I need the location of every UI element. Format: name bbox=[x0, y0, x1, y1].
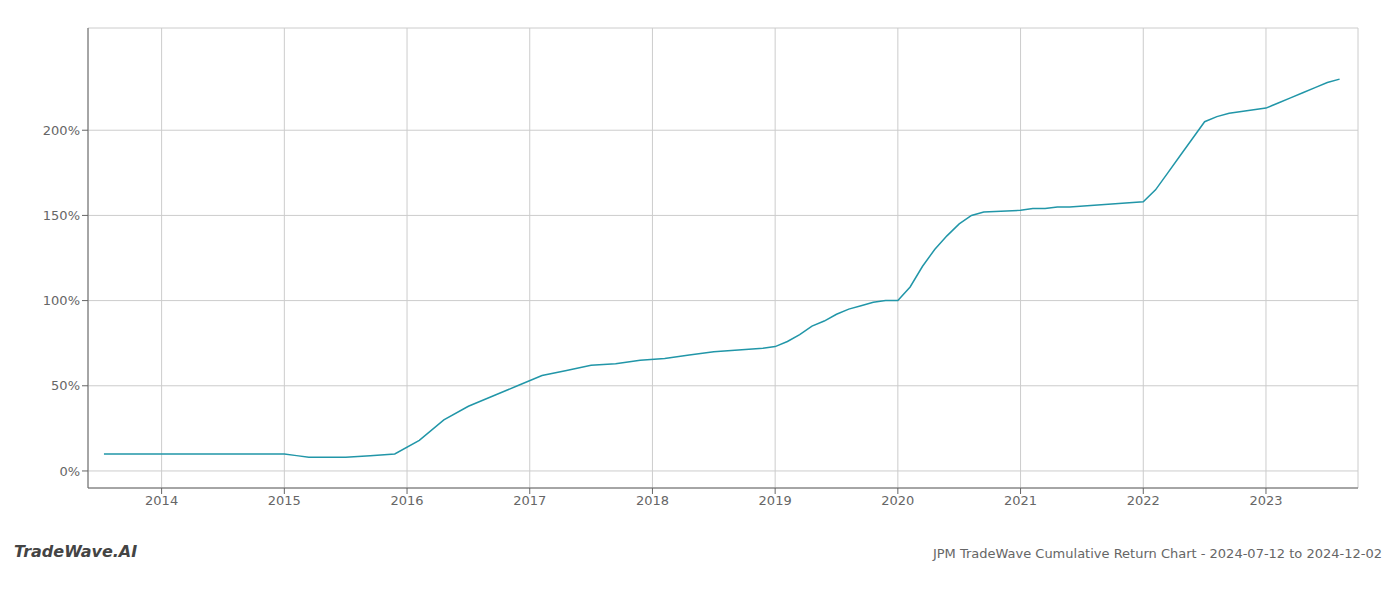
svg-text:2022: 2022 bbox=[1127, 493, 1160, 508]
svg-text:2016: 2016 bbox=[390, 493, 423, 508]
svg-text:2018: 2018 bbox=[636, 493, 669, 508]
svg-text:2019: 2019 bbox=[759, 493, 792, 508]
svg-text:2015: 2015 bbox=[268, 493, 301, 508]
svg-text:150%: 150% bbox=[43, 208, 80, 223]
svg-text:100%: 100% bbox=[43, 293, 80, 308]
svg-text:2023: 2023 bbox=[1249, 493, 1282, 508]
svg-text:0%: 0% bbox=[59, 464, 80, 479]
svg-text:2014: 2014 bbox=[145, 493, 178, 508]
svg-text:2021: 2021 bbox=[1004, 493, 1037, 508]
html-text:JPM TradeWave Cumulative Retur: JPM TradeWave Cumulative Return Chart - … bbox=[932, 546, 1382, 561]
svg-text:200%: 200% bbox=[43, 123, 80, 138]
svg-text:2020: 2020 bbox=[881, 493, 914, 508]
html-text:TradeWave.AI: TradeWave.AI bbox=[14, 542, 138, 561]
svg-text:50%: 50% bbox=[51, 378, 80, 393]
svg-text:2017: 2017 bbox=[513, 493, 546, 508]
